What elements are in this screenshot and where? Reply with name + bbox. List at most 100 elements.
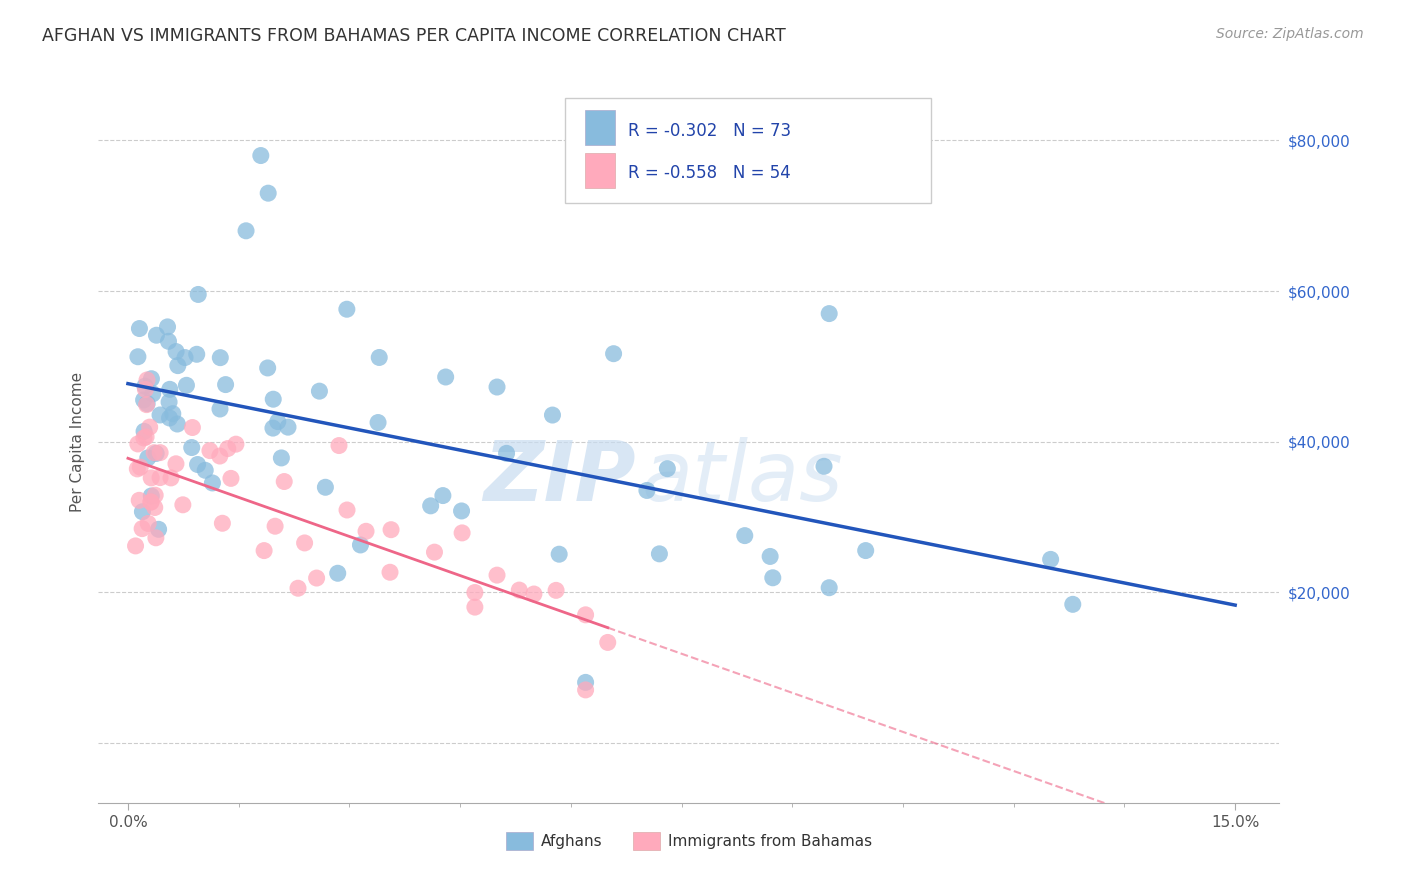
Point (813, 459, 835, 474)
Point (1062, 598, 1084, 612)
Point (131, 522, 153, 536)
Point (523, 587, 546, 601)
Point (367, 416, 389, 430)
Point (308, 384, 330, 399)
Point (657, 461, 679, 475)
Point (149, 408, 172, 422)
Point (734, 528, 756, 542)
Point (127, 462, 149, 476)
Point (855, 543, 877, 558)
Point (165, 457, 187, 471)
Point (450, 504, 472, 518)
Point (145, 446, 167, 460)
Point (134, 383, 156, 397)
Point (818, 581, 841, 595)
Point (546, 583, 568, 598)
Point (277, 420, 299, 434)
Point (132, 431, 155, 445)
Point (136, 450, 159, 465)
Point (129, 460, 152, 475)
Point (267, 415, 290, 429)
Point (208, 402, 231, 417)
Point (208, 449, 231, 463)
Point (128, 493, 150, 508)
Point (127, 437, 149, 451)
Point (145, 531, 167, 545)
Point (142, 386, 165, 401)
Point (159, 382, 181, 396)
Point (141, 489, 163, 503)
Text: R = -0.302   N = 73: R = -0.302 N = 73 (627, 122, 790, 140)
Point (198, 443, 221, 458)
Point (486, 568, 509, 582)
Point (256, 360, 278, 375)
Point (135, 430, 157, 444)
Point (636, 483, 658, 498)
Y-axis label: Per Capita Income: Per Capita Income (69, 371, 84, 512)
Text: ZIP: ZIP (484, 437, 636, 518)
Point (262, 392, 284, 407)
Point (127, 350, 149, 364)
Point (145, 328, 167, 343)
Point (602, 347, 624, 361)
Point (596, 635, 619, 649)
Point (495, 446, 517, 460)
FancyBboxPatch shape (585, 111, 614, 145)
Point (149, 470, 172, 484)
Point (136, 396, 159, 410)
Point (143, 445, 166, 459)
Point (174, 351, 197, 365)
Point (253, 543, 276, 558)
Point (187, 287, 209, 301)
Point (176, 378, 198, 392)
Point (328, 438, 350, 452)
Point (159, 411, 181, 425)
FancyBboxPatch shape (565, 98, 931, 203)
Point (148, 522, 170, 536)
Point (762, 571, 785, 585)
Point (186, 347, 208, 361)
Point (172, 498, 194, 512)
Point (165, 344, 187, 359)
Point (124, 539, 146, 553)
Point (181, 420, 204, 434)
Point (354, 524, 377, 539)
Point (136, 516, 159, 531)
Point (818, 307, 841, 321)
Point (139, 495, 162, 509)
Point (180, 441, 202, 455)
Point (264, 519, 287, 533)
Point (143, 488, 166, 502)
Point (326, 566, 349, 581)
Point (217, 442, 239, 456)
Point (648, 547, 671, 561)
Point (432, 489, 454, 503)
Point (434, 370, 457, 384)
Point (378, 566, 401, 580)
Point (1039, 552, 1062, 566)
Point (166, 359, 188, 373)
Point (187, 458, 209, 472)
Point (156, 319, 179, 334)
Point (157, 395, 180, 409)
Point (464, 585, 486, 599)
Point (214, 377, 236, 392)
Point (141, 471, 163, 485)
Point (287, 581, 309, 595)
Point (270, 450, 292, 465)
Point (225, 437, 247, 451)
Point (135, 398, 157, 412)
Point (368, 351, 391, 365)
Point (541, 408, 564, 422)
Point (235, 224, 257, 238)
Point (349, 538, 371, 552)
Point (294, 536, 316, 550)
Point (305, 571, 328, 585)
Point (257, 186, 280, 201)
Point (136, 373, 159, 387)
Text: atlas: atlas (641, 437, 844, 518)
Point (143, 500, 166, 515)
Point (219, 471, 242, 485)
Point (160, 471, 183, 485)
Point (131, 505, 153, 519)
